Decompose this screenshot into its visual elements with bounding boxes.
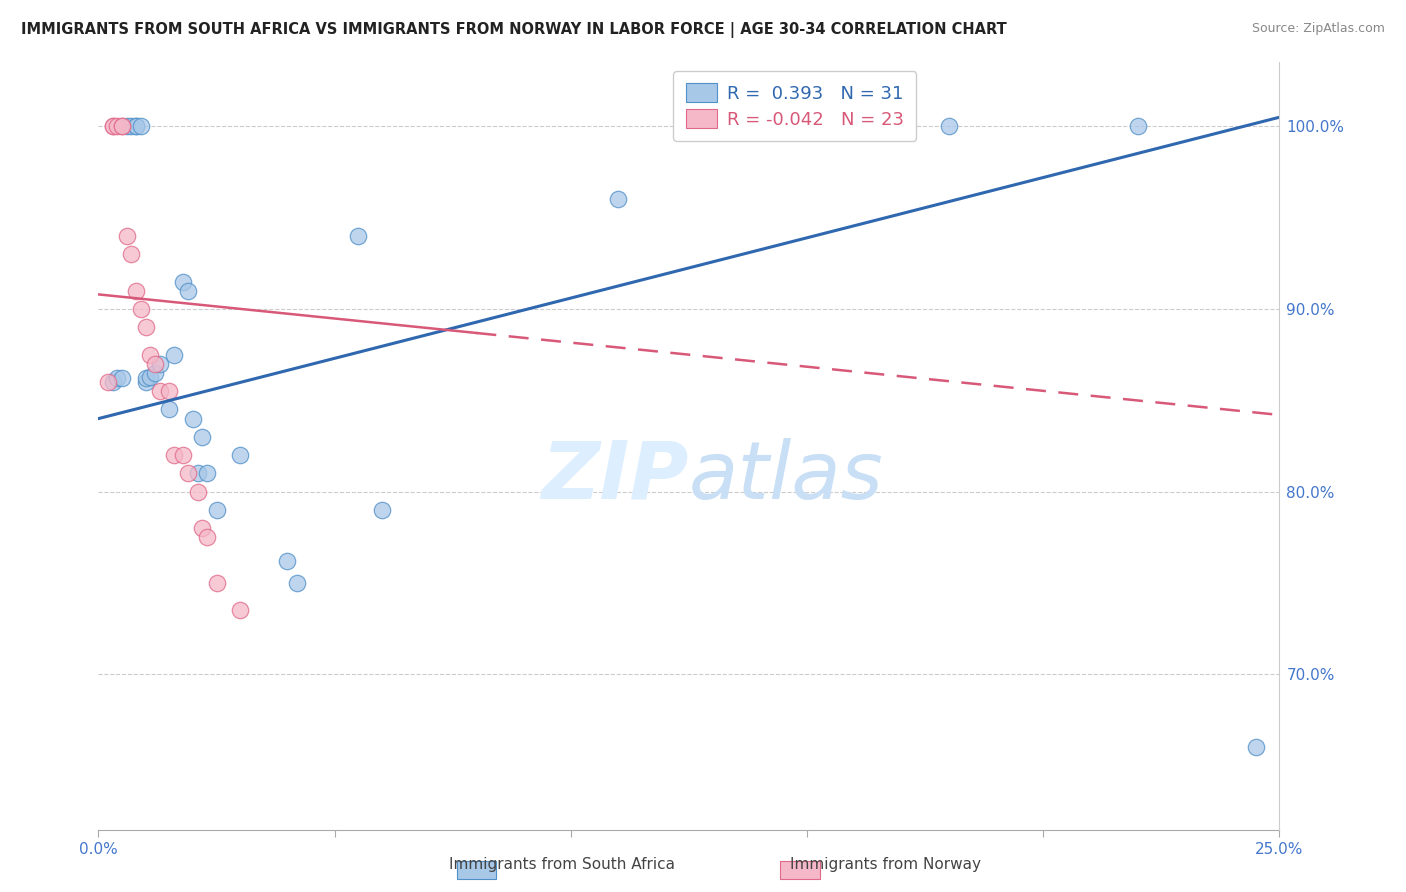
Point <box>1244 740 1267 755</box>
Point <box>205 576 228 591</box>
Legend: R =  0.393   N = 31, R = -0.042   N = 23: R = 0.393 N = 31, R = -0.042 N = 23 <box>673 71 917 141</box>
Point <box>347 229 370 244</box>
Point <box>163 448 186 462</box>
Point <box>143 357 166 371</box>
Point <box>191 521 214 535</box>
Text: Immigrants from South Africa: Immigrants from South Africa <box>450 857 675 872</box>
Point <box>187 467 209 481</box>
Point <box>115 120 138 134</box>
Point <box>135 320 157 334</box>
Point <box>157 384 180 399</box>
Point <box>195 530 218 544</box>
Point <box>111 120 134 134</box>
Point <box>285 576 308 591</box>
Point <box>135 371 157 385</box>
Point <box>143 366 166 380</box>
Text: atlas: atlas <box>689 438 884 516</box>
Point <box>115 229 138 244</box>
Point <box>205 503 228 517</box>
Point <box>157 402 180 417</box>
Point <box>371 503 394 517</box>
Point <box>105 371 128 385</box>
Point <box>177 284 200 298</box>
Point <box>111 371 134 385</box>
Point <box>101 120 124 134</box>
Point <box>125 284 148 298</box>
Point <box>105 120 128 134</box>
Point <box>172 275 194 289</box>
Point <box>191 430 214 444</box>
Point <box>121 247 143 261</box>
Point <box>163 348 186 362</box>
Point <box>1126 120 1149 134</box>
Point <box>139 369 162 384</box>
Point <box>121 120 143 134</box>
Point <box>101 120 124 134</box>
Point <box>149 384 172 399</box>
Text: Immigrants from Norway: Immigrants from Norway <box>790 857 981 872</box>
Point <box>195 467 218 481</box>
Point <box>125 120 148 134</box>
Point <box>135 375 157 389</box>
Point <box>177 467 200 481</box>
Point <box>181 411 204 425</box>
Point <box>129 120 152 134</box>
Point <box>187 484 209 499</box>
Point <box>139 348 162 362</box>
Point <box>129 301 152 316</box>
Point <box>276 554 298 568</box>
Point <box>111 120 134 134</box>
Point <box>172 448 194 462</box>
Point <box>125 120 148 134</box>
Point <box>149 357 172 371</box>
Point <box>938 120 960 134</box>
Point <box>229 603 252 617</box>
Point <box>607 193 630 207</box>
Text: Source: ZipAtlas.com: Source: ZipAtlas.com <box>1251 22 1385 36</box>
Point <box>229 448 252 462</box>
Text: IMMIGRANTS FROM SOUTH AFRICA VS IMMIGRANTS FROM NORWAY IN LABOR FORCE | AGE 30-3: IMMIGRANTS FROM SOUTH AFRICA VS IMMIGRAN… <box>21 22 1007 38</box>
Point <box>97 375 120 389</box>
Text: ZIP: ZIP <box>541 438 689 516</box>
Point <box>101 375 124 389</box>
